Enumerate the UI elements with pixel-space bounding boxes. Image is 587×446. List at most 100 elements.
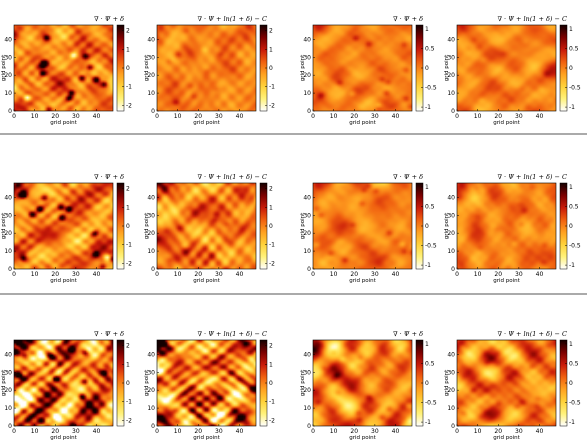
y-tick-label: 0 (151, 108, 155, 115)
y-tick-label: 40 (4, 36, 12, 43)
colorbar-tick-label: 0.5 (425, 203, 435, 210)
y-tick-label: 0 (307, 266, 311, 273)
y-tick-label: 10 (4, 248, 12, 255)
y-tick-label: 10 (303, 405, 311, 412)
x-tick-label: 30 (371, 113, 379, 120)
x-tick-label: 40 (93, 113, 101, 120)
x-tick-label: 20 (494, 271, 502, 278)
heatmap-image (313, 340, 412, 426)
x-axis-label: grid point (193, 120, 220, 126)
colorbar-tick-label: 1 (126, 204, 130, 211)
colorbar-tick-label: 2 (269, 28, 273, 35)
y-axis-label: grid point (444, 54, 450, 81)
x-tick-label: 30 (72, 271, 80, 278)
colorbar-tick-label: 1 (126, 46, 130, 53)
colorbar-tick-label: -1 (569, 262, 575, 269)
colorbar-tick-label: 1 (269, 204, 273, 211)
y-tick-label: 10 (303, 248, 311, 255)
heatmap-panel: ∇ · Ψ + ln(1 + δ) − C001010202030304040g… (444, 15, 581, 126)
y-tick-label: 20 (447, 230, 455, 237)
colorbar-tick-label: 1 (569, 184, 573, 191)
y-axis-label: grid point (300, 212, 306, 239)
y-tick-label: 20 (303, 72, 311, 79)
y-tick-label: 30 (447, 212, 455, 219)
x-tick-label: 10 (474, 113, 482, 120)
x-tick-label: 30 (515, 113, 523, 120)
colorbar-tick-label: -2 (269, 417, 275, 424)
y-tick-label: 30 (303, 54, 311, 61)
colorbar-tick-label: -0.5 (425, 85, 437, 92)
colorbar-tick-label: -1 (569, 419, 575, 426)
heatmap-image (157, 183, 256, 269)
x-axis-label: grid point (349, 435, 376, 441)
colorbar-tick-label: -0.5 (425, 243, 437, 250)
colorbar-tick-label: -2 (126, 102, 132, 109)
panel-title: ∇ · Ψ + ln(1 + δ) − C (197, 173, 267, 181)
x-tick-label: 10 (474, 271, 482, 278)
x-axis-label: grid point (50, 435, 77, 441)
x-tick-label: 10 (474, 428, 482, 435)
x-tick-label: 40 (392, 113, 400, 120)
y-tick-label: 40 (4, 194, 12, 201)
y-axis-label: grid point (300, 369, 306, 396)
y-tick-label: 30 (4, 369, 12, 376)
x-axis-label: grid point (50, 278, 77, 284)
colorbar-tick-label: 0 (569, 380, 573, 387)
colorbar-tick-label: 0.5 (569, 203, 579, 210)
y-tick-label: 10 (4, 405, 12, 412)
panel-title: ∇ · Ψ + ln(1 + δ) − C (497, 330, 567, 338)
axes-frame (312, 24, 413, 112)
x-tick-label: 30 (515, 428, 523, 435)
y-tick-label: 0 (451, 108, 455, 115)
x-tick-label: 20 (194, 113, 202, 120)
axes-frame (312, 182, 413, 270)
y-tick-label: 20 (4, 230, 12, 237)
panel-title: ∇ · Ψ + ln(1 + δ) − C (497, 15, 567, 23)
colorbar-tick-label: 1 (425, 26, 429, 33)
heatmap-panel: ∇ · Ψ + ln(1 + δ) − C001010202030304040g… (144, 330, 275, 441)
x-tick-label: 40 (536, 428, 544, 435)
x-tick-label: 0 (155, 113, 159, 120)
y-tick-label: 0 (307, 423, 311, 430)
colorbar-tick-label: -1 (569, 104, 575, 111)
y-tick-label: 10 (303, 90, 311, 97)
x-axis-label: grid point (349, 120, 376, 126)
x-axis-label: grid point (493, 278, 520, 284)
panel-title: ∇ · Ψ + δ (94, 173, 124, 181)
y-tick-label: 20 (447, 387, 455, 394)
x-tick-label: 30 (215, 113, 223, 120)
y-tick-label: 40 (303, 36, 311, 43)
colorbar-tick-label: 2 (269, 186, 273, 193)
panel-title: ∇ · Ψ + ln(1 + δ) − C (197, 330, 267, 338)
x-tick-label: 20 (51, 113, 59, 120)
y-tick-label: 0 (151, 266, 155, 273)
y-tick-label: 40 (447, 36, 455, 43)
x-tick-label: 10 (330, 428, 338, 435)
y-tick-label: 40 (447, 351, 455, 358)
heatmap-image (457, 183, 556, 269)
y-axis-label: grid point (444, 369, 450, 396)
y-tick-label: 20 (4, 72, 12, 79)
x-tick-label: 0 (311, 271, 315, 278)
y-tick-label: 20 (4, 387, 12, 394)
colorbar-tick-label: -2 (269, 260, 275, 267)
x-tick-label: 20 (51, 271, 59, 278)
colorbar-tick-label: 0 (269, 223, 273, 230)
x-axis-label: grid point (349, 278, 376, 284)
y-tick-label: 40 (147, 194, 155, 201)
colorbar-tick-label: -0.5 (569, 243, 581, 250)
axes-frame (312, 339, 413, 427)
x-tick-label: 10 (174, 428, 182, 435)
y-axis-label: grid point (144, 212, 150, 239)
axes-frame (456, 24, 557, 112)
y-tick-label: 0 (151, 423, 155, 430)
x-tick-label: 40 (93, 271, 101, 278)
y-tick-label: 40 (303, 351, 311, 358)
colorbar-tick-label: -0.5 (569, 85, 581, 92)
x-tick-label: 0 (12, 113, 16, 120)
y-axis-label: grid point (300, 54, 306, 81)
panel-title: ∇ · Ψ + δ (393, 15, 423, 23)
y-tick-label: 20 (147, 230, 155, 237)
